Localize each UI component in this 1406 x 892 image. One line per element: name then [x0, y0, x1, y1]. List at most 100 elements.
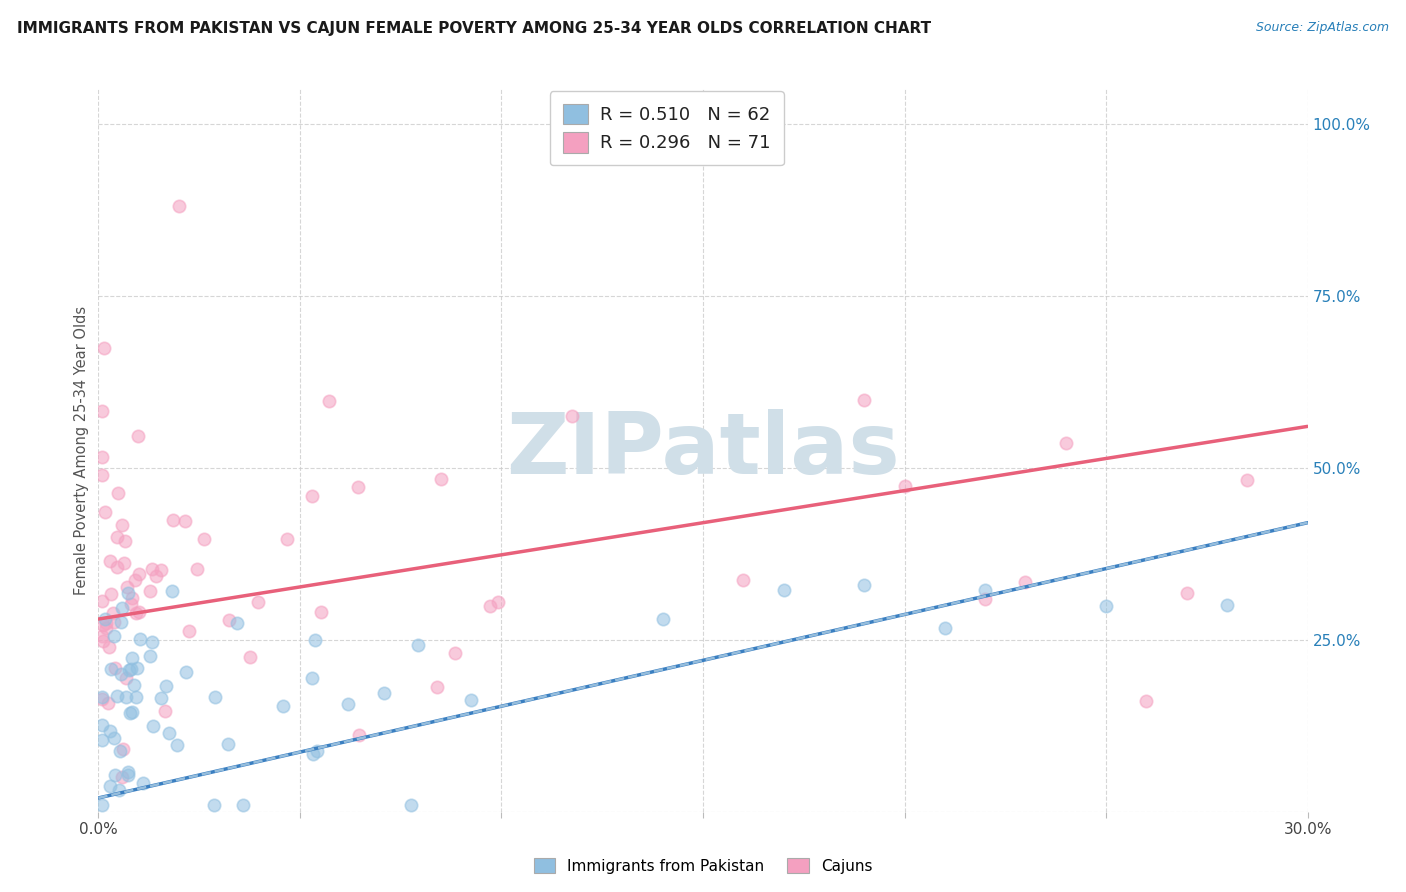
- Point: [853, 578, 876, 592]
- Point: [91, 450, 114, 464]
- Point: [98, 554, 121, 568]
- Point: [1236, 473, 1258, 487]
- Point: [142, 719, 165, 733]
- Point: [114, 671, 136, 685]
- Point: [167, 199, 190, 213]
- Point: [304, 633, 326, 648]
- Point: [100, 662, 122, 676]
- Point: [443, 646, 465, 660]
- Point: [114, 534, 136, 549]
- Point: [934, 622, 956, 636]
- Point: [561, 409, 583, 424]
- Point: [347, 480, 370, 494]
- Point: [121, 705, 143, 719]
- Point: [120, 662, 142, 676]
- Point: [111, 770, 134, 784]
- Point: [373, 686, 395, 700]
- Point: [186, 562, 208, 576]
- Point: [91, 634, 114, 648]
- Point: [128, 605, 150, 619]
- Point: [1135, 693, 1157, 707]
- Point: [301, 747, 323, 761]
- Point: [117, 768, 139, 782]
- Point: [110, 601, 132, 615]
- Point: [853, 393, 876, 408]
- Point: [104, 661, 127, 675]
- Point: [1216, 599, 1239, 613]
- Point: [110, 744, 132, 758]
- Point: [153, 704, 176, 718]
- Point: [177, 624, 200, 638]
- Point: [117, 764, 139, 779]
- Text: Source: ZipAtlas.com: Source: ZipAtlas.com: [1256, 21, 1389, 34]
- Point: [239, 649, 262, 664]
- Point: [111, 518, 134, 533]
- Point: [124, 573, 146, 587]
- Point: [478, 599, 501, 613]
- Point: [98, 724, 121, 739]
- Point: [103, 615, 125, 629]
- Point: [103, 607, 125, 621]
- Point: [107, 485, 129, 500]
- Point: [1175, 586, 1198, 600]
- Point: [217, 737, 239, 751]
- Point: [305, 744, 328, 758]
- Point: [122, 678, 145, 692]
- Point: [155, 679, 177, 693]
- Point: [460, 693, 482, 707]
- Point: [100, 587, 122, 601]
- Point: [1095, 599, 1118, 613]
- Point: [125, 690, 148, 704]
- Point: [103, 731, 125, 746]
- Point: [309, 606, 332, 620]
- Point: [91, 594, 114, 608]
- Point: [125, 661, 148, 675]
- Point: [138, 584, 160, 599]
- Point: [107, 560, 129, 574]
- Point: [91, 797, 114, 812]
- Point: [336, 698, 359, 712]
- Point: [204, 690, 226, 705]
- Text: IMMIGRANTS FROM PAKISTAN VS CAJUN FEMALE POVERTY AMONG 25-34 YEAR OLDS CORRELATI: IMMIGRANTS FROM PAKISTAN VS CAJUN FEMALE…: [17, 21, 931, 36]
- Point: [94, 612, 117, 626]
- Point: [117, 586, 139, 600]
- Point: [733, 574, 755, 588]
- Point: [91, 467, 114, 482]
- Point: [399, 797, 422, 812]
- Point: [173, 514, 195, 528]
- Point: [232, 797, 254, 812]
- Point: [149, 690, 172, 705]
- Point: [112, 556, 135, 570]
- Point: [166, 738, 188, 752]
- Point: [103, 629, 125, 643]
- Point: [98, 779, 121, 793]
- Point: [118, 706, 141, 720]
- Point: [91, 692, 114, 706]
- Point: [115, 690, 138, 704]
- Point: [429, 472, 451, 486]
- Point: [1014, 575, 1036, 590]
- Point: [406, 638, 429, 652]
- Point: [105, 689, 128, 703]
- Point: [218, 613, 240, 627]
- Point: [128, 566, 150, 581]
- Point: [115, 580, 138, 594]
- Point: [91, 404, 114, 418]
- Point: [97, 640, 120, 655]
- Point: [226, 616, 249, 631]
- Point: [132, 775, 155, 789]
- Point: [110, 667, 132, 681]
- Point: [772, 583, 794, 598]
- Point: [91, 617, 114, 632]
- Point: [347, 728, 370, 742]
- Point: [301, 489, 323, 503]
- Point: [91, 690, 114, 705]
- Point: [974, 582, 997, 597]
- Point: [93, 505, 115, 519]
- Point: [893, 479, 915, 493]
- Point: [157, 726, 180, 740]
- Legend: R = 0.510   N = 62, R = 0.296   N = 71: R = 0.510 N = 62, R = 0.296 N = 71: [550, 91, 783, 165]
- Point: [246, 595, 269, 609]
- Point: [96, 616, 118, 631]
- Point: [94, 621, 117, 635]
